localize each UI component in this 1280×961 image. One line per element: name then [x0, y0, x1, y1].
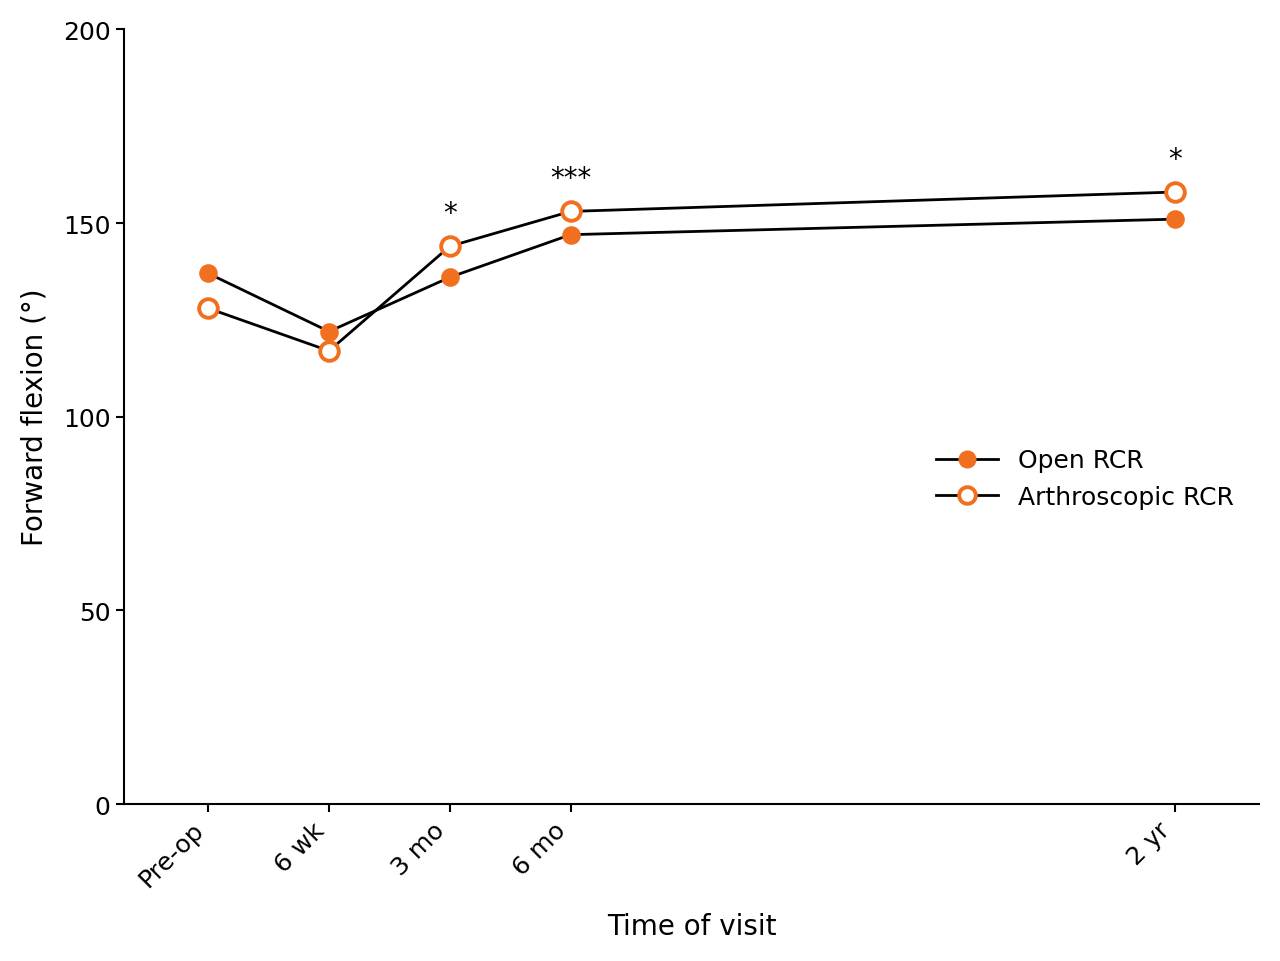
- Legend: Open RCR, Arthroscopic RCR: Open RCR, Arthroscopic RCR: [923, 436, 1247, 522]
- X-axis label: Time of visit: Time of visit: [607, 912, 776, 940]
- Y-axis label: Forward flexion (°): Forward flexion (°): [20, 288, 49, 546]
- Text: *: *: [443, 200, 457, 228]
- Point: [198, 301, 219, 316]
- Point: [561, 228, 581, 243]
- Point: [439, 239, 460, 255]
- Point: [561, 205, 581, 220]
- Point: [1165, 185, 1185, 201]
- Point: [198, 266, 219, 282]
- Text: *: *: [1167, 145, 1181, 174]
- Text: ***: ***: [550, 165, 591, 193]
- Point: [319, 344, 339, 359]
- Point: [439, 270, 460, 285]
- Point: [319, 325, 339, 340]
- Point: [1165, 212, 1185, 228]
